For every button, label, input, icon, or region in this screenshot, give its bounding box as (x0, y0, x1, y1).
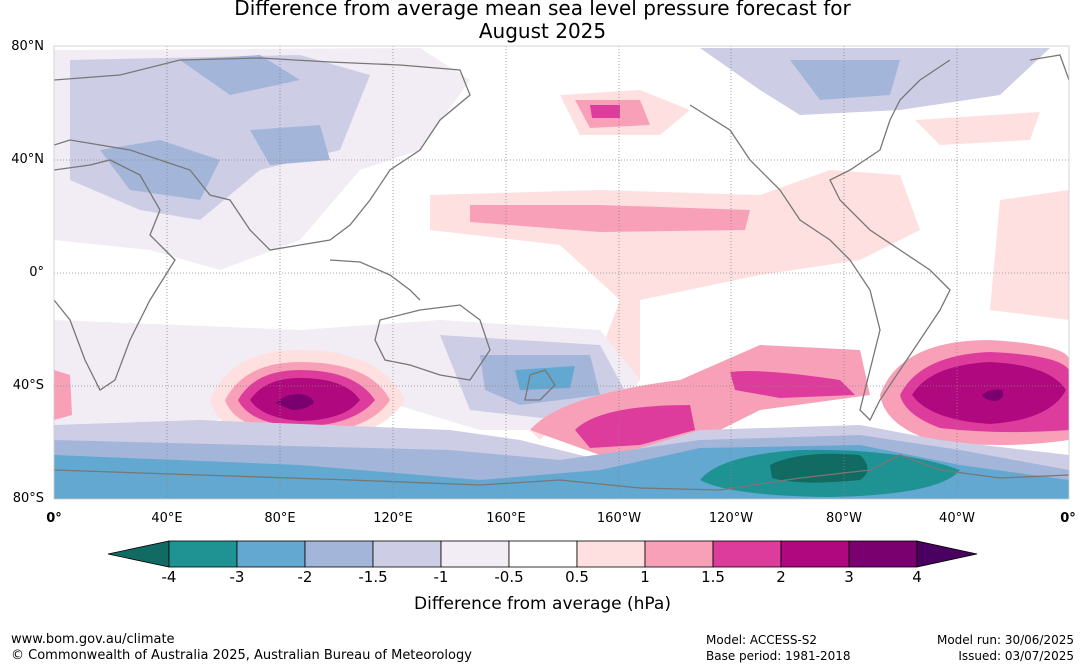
colorbar-swatch (780, 540, 850, 568)
colorbar-tick-label: 4 (912, 568, 922, 586)
colorbar-tick-label: 1 (640, 568, 650, 586)
lon-label-80w: 80°W (826, 511, 862, 526)
title-line-1: Difference from average mean sea level p… (234, 0, 851, 20)
pos-anomaly-africa-west (990, 190, 1069, 320)
footer-copyright: © Commonwealth of Australia 2025, Austra… (11, 648, 472, 663)
colorbar-swatch (712, 540, 782, 568)
colorbar-swatch (304, 540, 374, 568)
colorbar-title: Difference from average (hPa) (414, 594, 671, 614)
colorbar-swatch (372, 540, 442, 568)
footer-base-period: Base period: 1981-2018 (706, 649, 851, 663)
neg-anomaly-central-asia (250, 125, 330, 165)
pos-anomaly-indian-peak (276, 394, 314, 410)
colorbar-tick-label: 0.5 (565, 568, 589, 586)
colorbar-swatch (236, 540, 306, 568)
lon-label-40w: 40°W (939, 511, 975, 526)
footer-issued: Issued: 03/07/2025 (958, 649, 1074, 663)
lon-label-40e: 40°E (151, 511, 183, 526)
colorbar-swatch (576, 540, 646, 568)
antarctica-coast (54, 454, 1069, 491)
lat-label-40n: 40°N (11, 152, 44, 167)
neg-anomaly-asia-core (100, 140, 220, 200)
greenland-europe-coast (1029, 54, 1069, 81)
colorbar-swatch (508, 540, 578, 568)
lon-label-120w: 120°W (708, 511, 754, 526)
pressure-anomaly-map (53, 45, 1070, 500)
footer-model-run: Model run: 30/06/2025 (936, 633, 1074, 647)
footer-model: Model: ACCESS-S2 (706, 633, 818, 647)
colorbar-extend-low (107, 540, 170, 568)
colorbar-tick-label: -0.5 (494, 568, 524, 586)
map-frame (53, 45, 1070, 500)
lon-label-160w: 160°W (596, 511, 642, 526)
lat-label-40s: 40°S (12, 378, 44, 393)
new-zealand-coast (524, 369, 556, 401)
lat-label-80s: 80°S (12, 491, 44, 506)
colorbar-tick-label: -2 (297, 568, 313, 586)
australia-coast (374, 304, 491, 381)
pos-anomaly-southeast-pacific (730, 371, 855, 398)
colorbar-extend-high (916, 540, 978, 568)
lon-label-0-west: 0° (46, 511, 62, 526)
pos-anomaly-alaska-core (590, 105, 620, 118)
pos-anomaly-west-edge (54, 370, 72, 420)
pos-anomaly-south-atlantic-peak (982, 389, 1004, 401)
colorbar-tick-label: -1.5 (358, 568, 388, 586)
colorbar-tick-label: 1.5 (701, 568, 725, 586)
map-title: Difference from average mean sea level p… (0, 0, 1085, 43)
pos-anomaly-pacific-band (430, 170, 920, 440)
colorbar-swatch (644, 540, 714, 568)
neg-anomaly-nz (515, 366, 575, 390)
lon-label-120e: 120°E (373, 511, 413, 526)
pos-anomaly-subtropical-jet (470, 205, 750, 232)
colorbar-tick-label: -4 (161, 568, 177, 586)
lat-label-0: 0° (29, 265, 44, 280)
lon-label-160e: 160°E (486, 511, 526, 526)
neg-anomaly-siberia (180, 55, 300, 95)
colorbar-swatch (440, 540, 510, 568)
neg-anomaly-canada-core (790, 60, 900, 100)
colorbar-tick-label: -3 (229, 568, 245, 586)
pos-anomaly-north-atlantic (915, 112, 1040, 145)
lat-label-80n: 80°N (11, 39, 44, 54)
colorbar-tick-label: 2 (776, 568, 786, 586)
colorbar-swatch (168, 540, 238, 568)
footer-url[interactable]: www.bom.gov.au/climate (11, 632, 175, 647)
colorbar-tick-label: -1 (433, 568, 449, 586)
neg-anomaly-amundsen-core (770, 453, 868, 483)
lon-label-0-east: 0° (1060, 511, 1076, 526)
maritime-continent-coast (329, 259, 421, 301)
colorbar-tick-label: 3 (844, 568, 854, 586)
lon-label-80e: 80°E (264, 511, 296, 526)
title-line-2: August 2025 (478, 19, 607, 43)
colorbar-swatch (848, 540, 918, 568)
pos-anomaly-south-pacific-high (575, 405, 695, 448)
africa-coast (54, 159, 176, 391)
map-gridlines (54, 46, 1069, 499)
anomaly-shading (54, 48, 1069, 499)
